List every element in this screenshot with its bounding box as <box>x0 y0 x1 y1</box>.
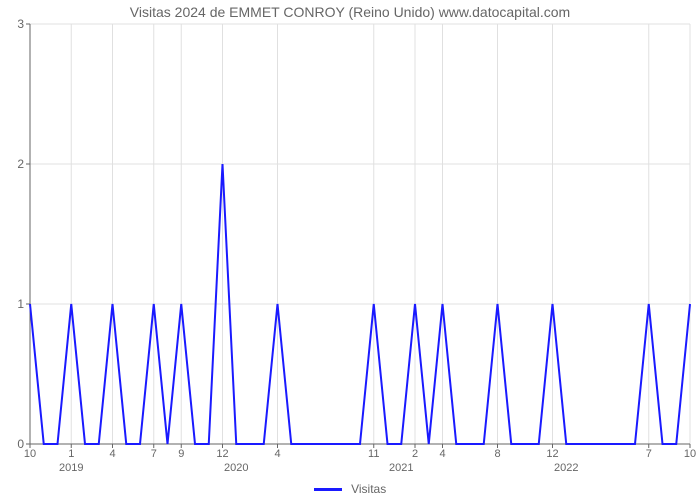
x-year-label: 2019 <box>59 462 83 474</box>
x-tick-label: 10 <box>24 448 36 460</box>
x-tick-label: 4 <box>109 448 115 460</box>
x-tick-label: 11 <box>368 448 379 460</box>
x-tick-label: 2 <box>412 448 418 460</box>
x-year-label: 2021 <box>389 462 413 474</box>
x-year-label: 2020 <box>224 462 248 474</box>
legend-label: Visitas <box>351 482 386 496</box>
y-tick-label: 0 <box>4 437 24 451</box>
chart-svg <box>30 24 690 444</box>
y-tick-label: 3 <box>4 17 24 31</box>
x-tick-label: 10 <box>684 448 696 460</box>
x-tick-label: 8 <box>494 448 500 460</box>
x-tick-label: 1 <box>68 448 74 460</box>
x-year-label: 2022 <box>554 462 578 474</box>
x-tick-label: 4 <box>274 448 280 460</box>
x-tick-label: 4 <box>439 448 445 460</box>
legend-swatch <box>314 488 342 491</box>
x-tick-label: 12 <box>546 448 558 460</box>
x-tick-label: 7 <box>151 448 157 460</box>
x-tick-label: 12 <box>216 448 228 460</box>
y-tick-label: 2 <box>4 157 24 171</box>
chart-plot-area <box>30 24 690 444</box>
x-tick-label: 7 <box>646 448 652 460</box>
x-tick-label: 9 <box>178 448 184 460</box>
chart-legend: Visitas <box>0 482 700 496</box>
y-tick-label: 1 <box>4 297 24 311</box>
chart-title: Visitas 2024 de EMMET CONROY (Reino Unid… <box>0 4 700 20</box>
